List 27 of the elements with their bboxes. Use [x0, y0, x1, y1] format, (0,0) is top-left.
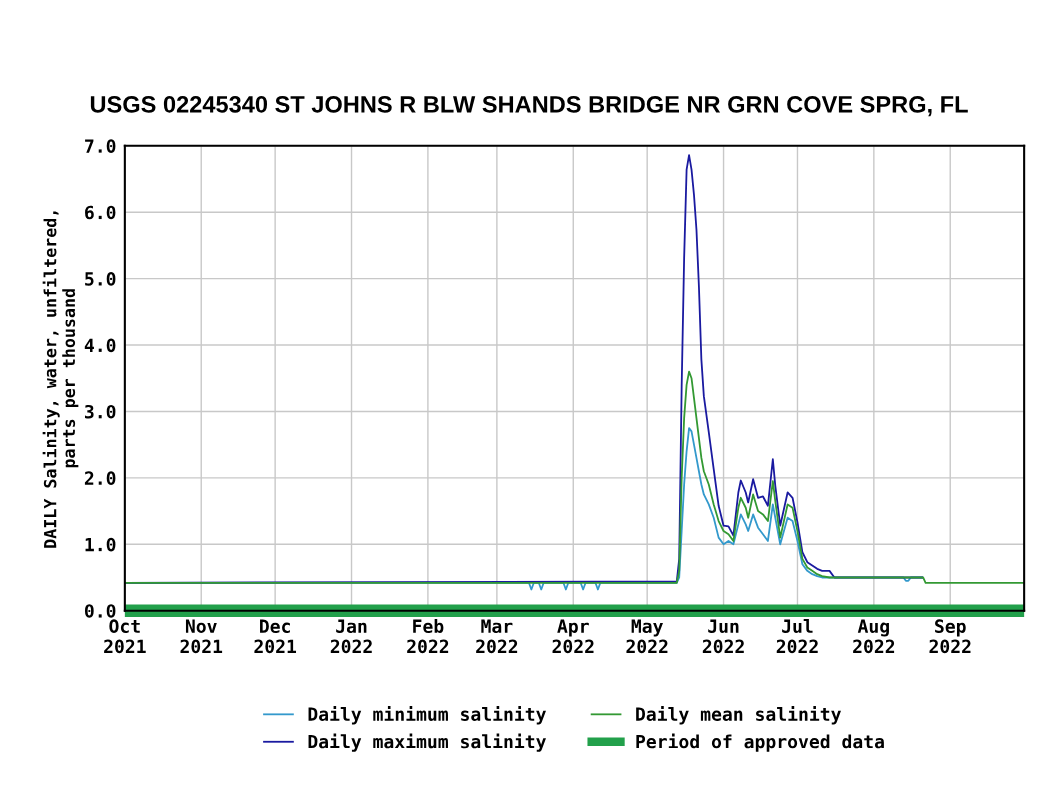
x-tick-label: May 2022	[626, 619, 668, 654]
x-tick-label: Dec 2021	[254, 619, 297, 654]
y-tick-label: 2.0	[84, 471, 116, 485]
y-tick-label: 5.0	[85, 272, 116, 286]
line-series	[124, 370, 1025, 584]
x-tick-label: Sep 2022	[929, 619, 971, 654]
x-tick-label: Feb 2022	[407, 619, 449, 654]
y-tick-label: 3.0	[85, 404, 116, 419]
y-tick-label: 6.0	[85, 205, 116, 220]
chart-title: USGS 02245340 ST JOHNS R BLW SHANDS BRIDGE NR GRN COVE SPRG, FL	[90, 96, 968, 117]
y-tick-label: 0.0	[84, 604, 116, 618]
y-axis-title: DAILY Salinity, water, unfiltered, parts per thousand	[42, 211, 79, 548]
x-tick-label: Jul 2022	[776, 619, 818, 654]
x-tick-label: Mar 2022	[476, 619, 518, 654]
legend-label: Daily mean salinity	[636, 705, 841, 725]
legend-label: Period of approved data	[636, 733, 884, 752]
y-tick-label: 1.0	[85, 537, 116, 552]
x-tick-label: Aug 2022	[853, 619, 895, 654]
x-tick-label: Nov 2021	[180, 619, 223, 654]
x-tick-label: Apr 2022	[552, 619, 594, 654]
legend-label: Daily minimum salinity	[308, 705, 546, 725]
y-tick-label: 7.0	[85, 139, 116, 153]
x-tick-label: Oct 2021	[104, 619, 146, 654]
legend-label: Daily maximum salinity	[308, 733, 546, 752]
y-tick-label: 4.0	[84, 338, 116, 353]
x-tick-label: Jun 2022	[702, 619, 744, 654]
x-tick-label: Jan 2022	[330, 619, 372, 654]
